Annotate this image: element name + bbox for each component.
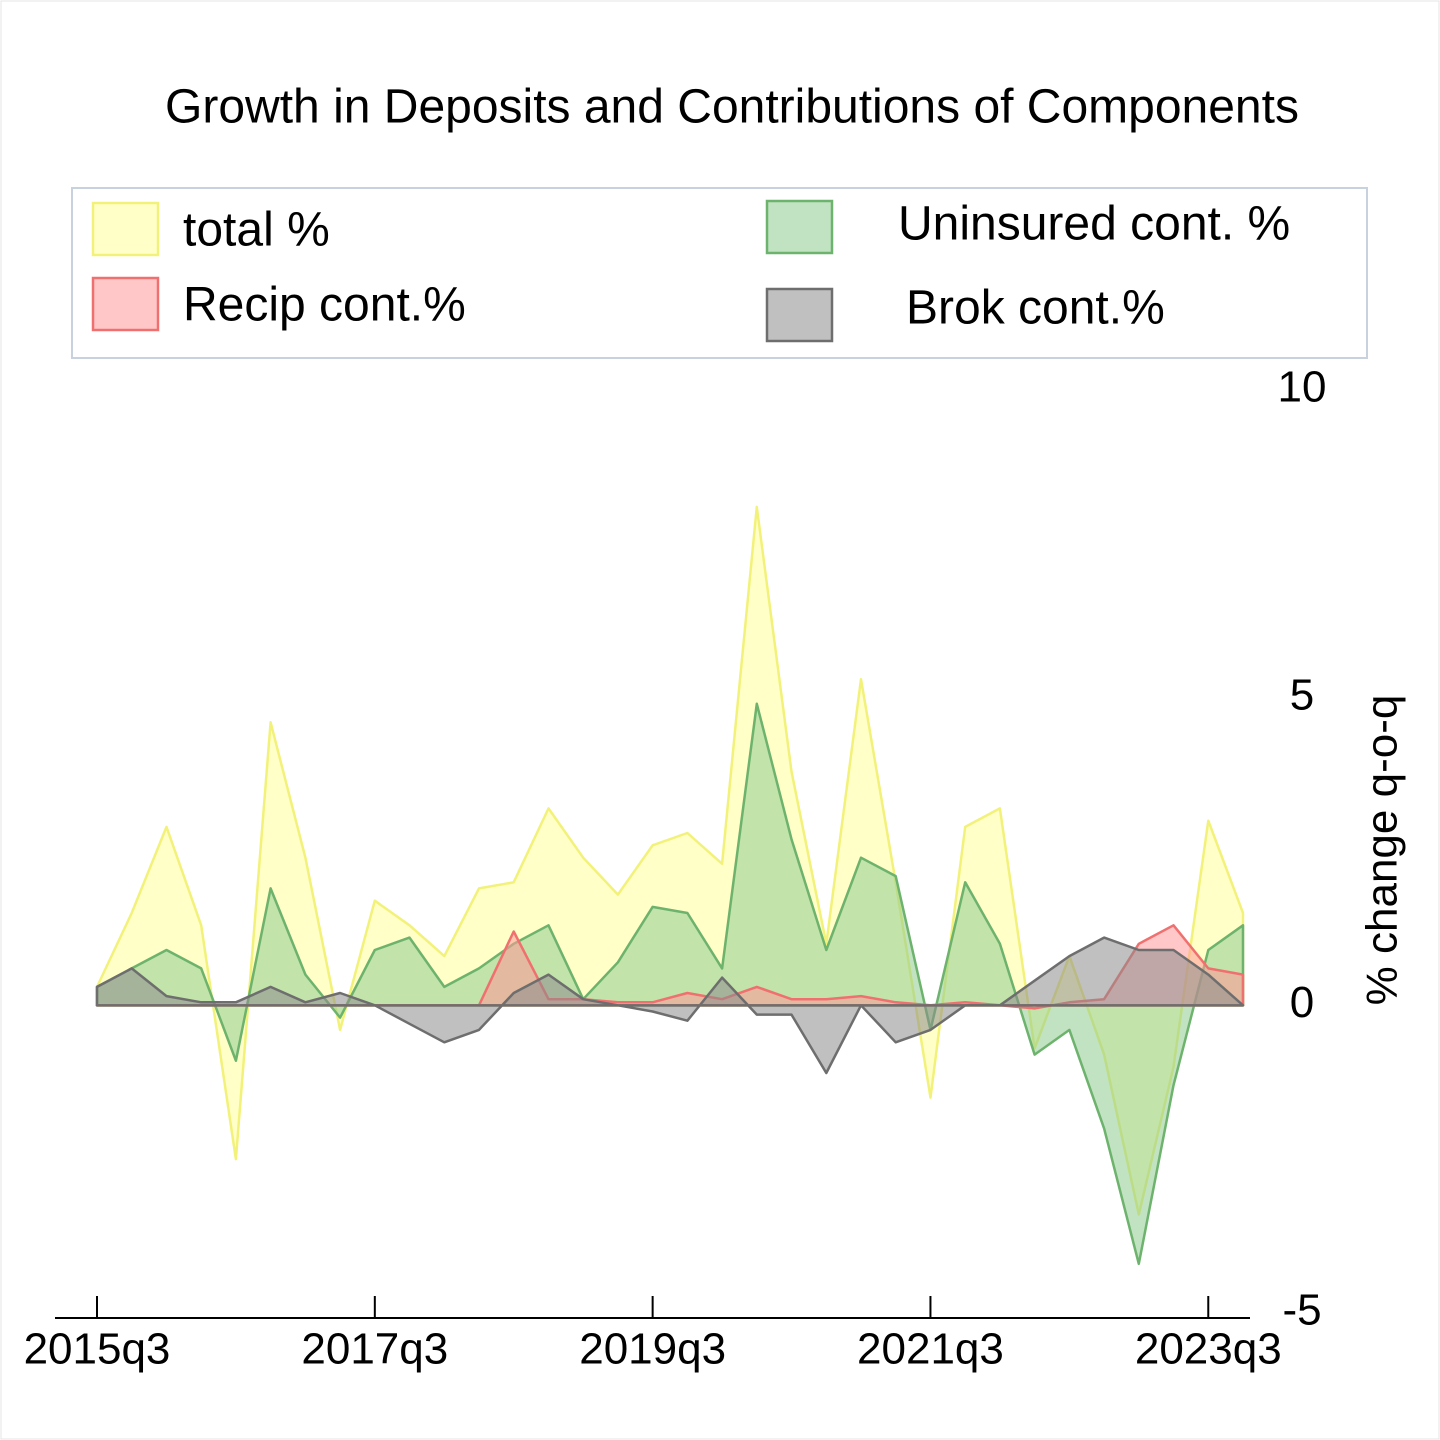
y-tick-label: 0 bbox=[1290, 978, 1314, 1027]
legend-label: Brok cont.% bbox=[906, 282, 1165, 335]
legend-label: Recip cont.% bbox=[183, 279, 466, 332]
x-tick-label: 2017q3 bbox=[301, 1325, 448, 1374]
x-tick-label: 2015q3 bbox=[24, 1325, 171, 1374]
y-tick-label: 5 bbox=[1290, 670, 1314, 719]
x-tick-label: 2019q3 bbox=[579, 1325, 726, 1374]
legend-label: Uninsured cont. % bbox=[898, 198, 1290, 251]
y-tick-label: -5 bbox=[1282, 1286, 1321, 1335]
chart-title: Growth in Deposits and Contributions of … bbox=[165, 81, 1299, 134]
legend bbox=[71, 187, 1368, 359]
legend-swatch bbox=[765, 287, 834, 343]
y-axis-label: % change q-o-q bbox=[1358, 695, 1407, 1006]
plot bbox=[95, 505, 1245, 1266]
area bbox=[95, 702, 1245, 1266]
legend-swatch bbox=[765, 199, 834, 255]
y-tick-label: 10 bbox=[1278, 363, 1327, 412]
legend-swatch bbox=[91, 201, 160, 257]
x-tick-label: 2021q3 bbox=[857, 1325, 1004, 1374]
x-tick-label: 2023q3 bbox=[1135, 1325, 1282, 1374]
legend-label: total % bbox=[183, 204, 330, 257]
area bbox=[95, 936, 1245, 1075]
legend-swatch bbox=[91, 276, 160, 332]
